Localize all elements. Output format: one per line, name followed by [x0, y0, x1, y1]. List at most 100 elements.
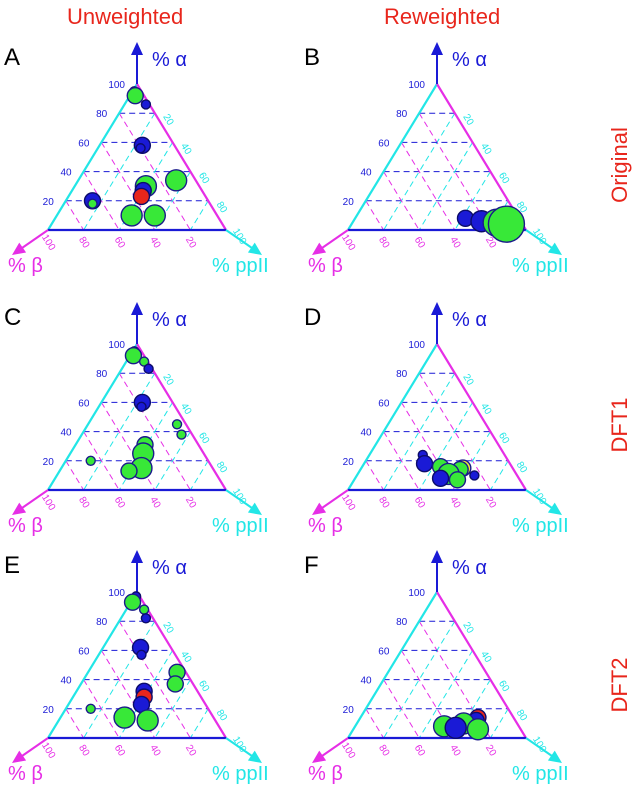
triangle-edge-left — [47, 83, 138, 231]
axis-arrowhead-alpha — [431, 42, 443, 55]
tick-label-alpha: 100 — [408, 588, 425, 599]
data-point — [120, 462, 138, 480]
grid-line-beta — [365, 708, 385, 739]
grid-line-ppii — [83, 372, 156, 491]
axis-label-alpha: % α — [452, 309, 487, 331]
triangle-edge-left — [47, 343, 138, 491]
axis-label-ppii: % ppII — [512, 255, 569, 277]
tick-label-beta: 80 — [376, 495, 391, 511]
data-point — [431, 469, 450, 488]
tick-label-beta: 80 — [76, 235, 91, 251]
grid-line-beta — [383, 679, 420, 739]
ternary-plot: % α% β% ppII2020204040406060608080801001… — [8, 302, 269, 537]
tick-label-beta: 40 — [447, 495, 462, 511]
axis-arrow-ppii — [225, 489, 253, 509]
axis-arrow-ppii — [525, 737, 553, 757]
tick-label-alpha: 40 — [60, 168, 72, 179]
grid-line-beta — [118, 372, 191, 491]
axis-arrow-beta — [321, 229, 349, 249]
tick-label-alpha: 40 — [360, 168, 372, 179]
axis-arrow-beta — [321, 737, 349, 757]
grid-line-beta — [118, 620, 191, 739]
tick-label-beta: 60 — [412, 235, 427, 251]
axis-arrowhead-alpha — [131, 302, 143, 315]
tick-label-alpha: 20 — [43, 705, 55, 716]
grid-line-beta — [383, 431, 420, 491]
data-point — [123, 593, 142, 611]
axis-arrow-ppii — [525, 229, 553, 249]
tick-label-beta: 20 — [483, 743, 498, 759]
ternary-panel-a: A % α% β% ppII 20 20 20 40 40 40 60 60 60 80 80 80 10… — [0, 40, 290, 290]
grid-line-beta — [418, 372, 491, 491]
axis-arrow-ppii — [225, 737, 253, 757]
axis-arrowhead-alpha — [431, 302, 443, 315]
data-point — [126, 86, 144, 105]
ternary-panel-c: C % α% β% ppII 20 20 20 40 40 40 60 60 60 80 80 80 10… — [0, 300, 290, 550]
ternary-plot: % α% β% ppII2020204040406060608080801001… — [308, 302, 569, 537]
tick-label-beta: 100 — [339, 741, 357, 761]
axis-arrowhead-beta — [12, 242, 27, 255]
grid-line-beta — [65, 708, 85, 739]
tick-label-alpha: 100 — [408, 340, 425, 351]
data-point — [171, 419, 183, 430]
panel-letter: C — [4, 304, 22, 331]
data-point — [113, 706, 136, 729]
tick-label-alpha: 80 — [396, 109, 408, 120]
axis-label-alpha: % α — [452, 557, 487, 579]
tick-label-alpha: 60 — [78, 138, 90, 149]
grid-line-ppii — [383, 112, 456, 231]
grid-line-beta — [83, 679, 120, 739]
axis-arrow-beta — [21, 489, 49, 509]
data-point — [140, 99, 152, 110]
tick-label-beta: 80 — [76, 495, 91, 511]
grid-line-ppii — [418, 402, 474, 491]
tick-label-alpha: 60 — [378, 398, 390, 409]
grid-line-ppii — [189, 460, 209, 491]
grid-line-beta — [365, 460, 385, 491]
ternary-plot: % α% β% ppII2020204040406060608080801001… — [308, 42, 569, 277]
data-point — [138, 356, 150, 367]
tick-label-alpha: 20 — [43, 457, 55, 468]
triangle-edge-right — [436, 83, 527, 231]
triangle-edge-right — [436, 343, 527, 491]
grid-line-beta — [383, 171, 420, 231]
data-point — [143, 204, 167, 227]
tick-label-alpha: 20 — [343, 197, 355, 208]
axis-label-ppii: % ppII — [212, 255, 269, 277]
grid-line-beta — [365, 200, 385, 231]
axis-arrow-beta — [21, 737, 49, 757]
tick-label-alpha: 40 — [60, 676, 72, 687]
grid-line-ppii — [454, 679, 491, 739]
panel-letter: B — [304, 44, 321, 71]
grid-line-beta — [65, 460, 85, 491]
axis-label-alpha: % α — [152, 49, 187, 71]
axis-arrowhead-alpha — [131, 42, 143, 55]
column-title-reweighted: Reweighted — [384, 4, 501, 29]
tick-label-alpha: 60 — [378, 138, 390, 149]
tick-label-alpha: 60 — [78, 646, 90, 657]
tick-label-beta: 100 — [339, 233, 357, 253]
triangle-edge-right — [136, 83, 227, 231]
axis-arrowhead-beta — [312, 502, 327, 515]
data-point — [487, 205, 526, 243]
data-point — [140, 613, 152, 624]
axis-arrowhead-beta — [312, 242, 327, 255]
data-point — [132, 187, 151, 206]
tick-label-alpha: 20 — [43, 197, 55, 208]
tick-label-beta: 80 — [376, 743, 391, 759]
grid-line-ppii — [454, 171, 491, 231]
data-point — [469, 470, 480, 481]
panel-letter: A — [4, 44, 21, 71]
data-point — [85, 455, 96, 467]
data-point — [85, 703, 96, 715]
data-point — [136, 709, 159, 732]
axis-label-ppii: % ppII — [512, 515, 569, 537]
tick-label-alpha: 20 — [343, 705, 355, 716]
axis-label-beta: % β — [8, 515, 43, 537]
grid-line-ppii — [383, 372, 456, 491]
data-point — [136, 401, 147, 412]
ternary-plot: % α% β% ppII2020204040406060608080801001… — [8, 550, 269, 785]
axis-arrowhead-ppii — [247, 242, 262, 255]
row-title-dft1: DFT1 — [607, 397, 632, 453]
grid-line-ppii — [418, 142, 474, 231]
